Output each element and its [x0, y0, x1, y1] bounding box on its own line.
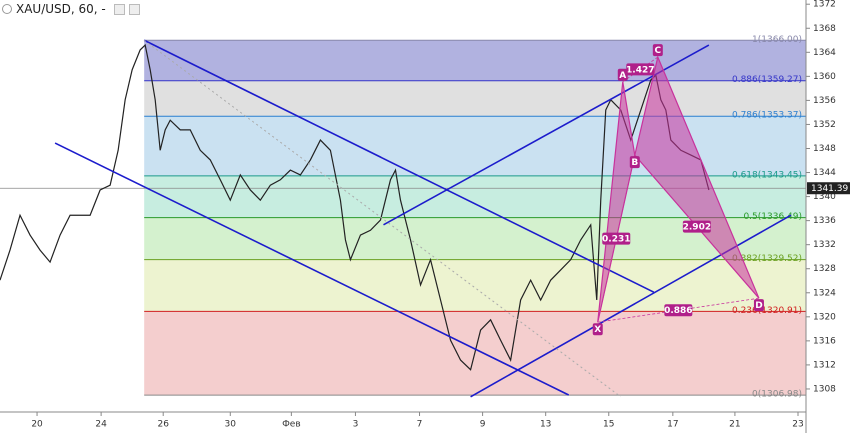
pattern-leg — [634, 154, 760, 299]
last-price-box — [807, 182, 850, 195]
y-tick-label: 1344 — [813, 168, 836, 178]
pattern-point-label: B — [631, 158, 638, 168]
y-tick-label: 1316 — [813, 336, 836, 346]
x-tick-label: 9 — [480, 420, 486, 430]
price-axis — [806, 0, 850, 433]
x-tick-label: 13 — [540, 420, 551, 430]
fib-label: 0(1306.98) — [752, 390, 802, 400]
pattern-point-label: A — [619, 71, 626, 81]
fib-label: 1(1366.00) — [752, 35, 802, 45]
pattern-point-label: D — [755, 301, 762, 311]
y-tick-label: 1368 — [813, 24, 836, 34]
pattern-point-label: X — [594, 325, 601, 335]
pattern-point-box — [753, 299, 764, 312]
x-tick-label: 3 — [353, 420, 359, 430]
fib-label: 0.786(1353.37) — [732, 111, 802, 121]
trendline — [143, 39, 622, 398]
ratio-box — [682, 220, 711, 233]
y-tick-label: 1364 — [813, 48, 836, 58]
y-tick-label: 1356 — [813, 96, 836, 106]
y-tick-label: 1324 — [813, 288, 836, 298]
fib-label: 0.618(1343.45) — [732, 170, 802, 180]
ratio-box — [602, 232, 631, 245]
x-tick-label: 17 — [667, 420, 678, 430]
fib-band — [144, 40, 806, 81]
pattern-point-label: C — [655, 46, 662, 56]
y-tick-label: 1336 — [813, 216, 836, 226]
fib-label: 0.5(1336.49) — [743, 212, 802, 222]
visibility-button[interactable] — [113, 3, 125, 15]
trendline — [470, 214, 792, 398]
symbol-title: XAU/USD, 60, - — [16, 2, 106, 16]
trendline — [54, 142, 570, 396]
x-tick-label: 24 — [95, 420, 107, 430]
ratio-label: 2.902 — [683, 223, 711, 233]
y-tick-label: 1360 — [813, 72, 836, 82]
y-tick-label: 1320 — [813, 312, 836, 322]
fib-band — [144, 116, 806, 176]
pattern-point-box — [617, 68, 628, 81]
price-line — [0, 43, 710, 371]
plot: 1(1366.00) 0.886(1359.27) 0.786(1353.37) 0.… — [0, 35, 806, 400]
y-tick-label: 1308 — [813, 384, 836, 394]
x-tick-label: 7 — [417, 420, 423, 430]
ratio-label: 1.427 — [626, 65, 654, 75]
x-tick-label: 30 — [225, 420, 237, 430]
fib-label: 0.382(1329.52) — [732, 254, 802, 264]
y-tick-label: 1348 — [813, 144, 836, 154]
symbol-icon — [2, 4, 12, 14]
settings-button[interactable] — [128, 3, 140, 15]
last-price-label: 1341.39 — [811, 184, 848, 194]
y-tick-label: 1352 — [813, 120, 836, 130]
fib-band — [144, 80, 806, 117]
y-tick-label: 1332 — [813, 240, 836, 250]
pattern-point-box — [629, 156, 640, 169]
fib-label: 0.236(1320.91) — [732, 306, 802, 316]
fib-label: 0.886(1359.27) — [732, 75, 802, 85]
pattern-point-box — [652, 44, 663, 57]
fib-band — [144, 259, 806, 312]
legend-bar: XAU/USD, 60, - — [2, 2, 140, 16]
pattern-point-box — [592, 323, 603, 336]
x-tick-label: 23 — [792, 420, 803, 430]
x-tick-label: 21 — [729, 420, 740, 430]
y-tick-label: 1328 — [813, 264, 836, 274]
x-tick-label: 26 — [157, 420, 169, 430]
y-tick-label: 1372 — [813, 0, 836, 10]
trendline — [143, 39, 655, 293]
y-tick-label: 1312 — [813, 360, 836, 370]
y-tick-label: 1340 — [813, 192, 836, 202]
ratio-box — [664, 304, 693, 317]
x-tick-label: Фев — [282, 420, 301, 430]
ratio-label: 0.231 — [602, 235, 630, 245]
x-tick-label: 20 — [31, 420, 43, 430]
ratio-box — [626, 63, 655, 76]
ratio-label: 0.886 — [664, 306, 692, 316]
x-tick-label: 15 — [603, 420, 614, 430]
